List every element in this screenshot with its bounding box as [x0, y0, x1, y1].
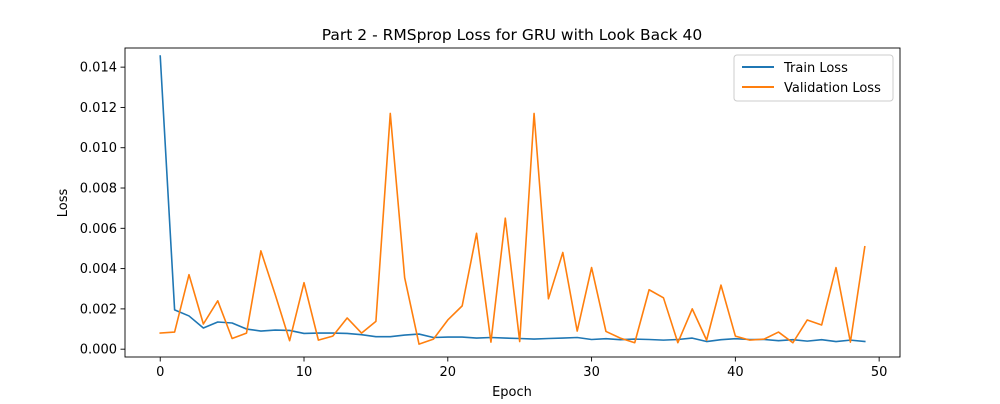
- plot-frame: [124, 47, 901, 358]
- y-tick-label: 0.012: [80, 101, 117, 116]
- chart-title: Part 2 - RMSprop Loss for GRU with Look …: [322, 26, 702, 44]
- y-tick-label: 0.006: [80, 222, 117, 237]
- x-axis: 0 10 20 30 40 50: [156, 357, 887, 380]
- y-tick-label: 0.002: [80, 302, 117, 317]
- y-axis-label: Loss: [56, 189, 71, 218]
- legend: Train Loss Validation Loss: [733, 54, 894, 102]
- x-tick-label: 20: [440, 365, 457, 380]
- y-tick-label: 0.008: [80, 182, 117, 197]
- y-tick-label: 0.010: [80, 141, 117, 156]
- x-tick-label: 0: [156, 365, 164, 380]
- y-tick-label: 0.004: [80, 262, 117, 277]
- y-tick-label: 0.000: [80, 343, 117, 358]
- x-axis-label: Epoch: [492, 385, 532, 400]
- y-tick-label: 0.014: [80, 61, 117, 76]
- x-tick-label: 50: [871, 365, 888, 380]
- x-tick-label: 10: [296, 365, 313, 380]
- legend-label-validation: Validation Loss: [784, 81, 881, 96]
- legend-label-train: Train Loss: [783, 61, 848, 76]
- series-layer: [159, 55, 866, 345]
- x-tick-label: 30: [583, 365, 600, 380]
- y-axis: 0.000 0.002 0.004 0.006 0.008 0.010 0.012 0.014: [80, 61, 125, 358]
- x-tick-label: 40: [727, 365, 744, 380]
- validation-loss-line: [159, 112, 866, 345]
